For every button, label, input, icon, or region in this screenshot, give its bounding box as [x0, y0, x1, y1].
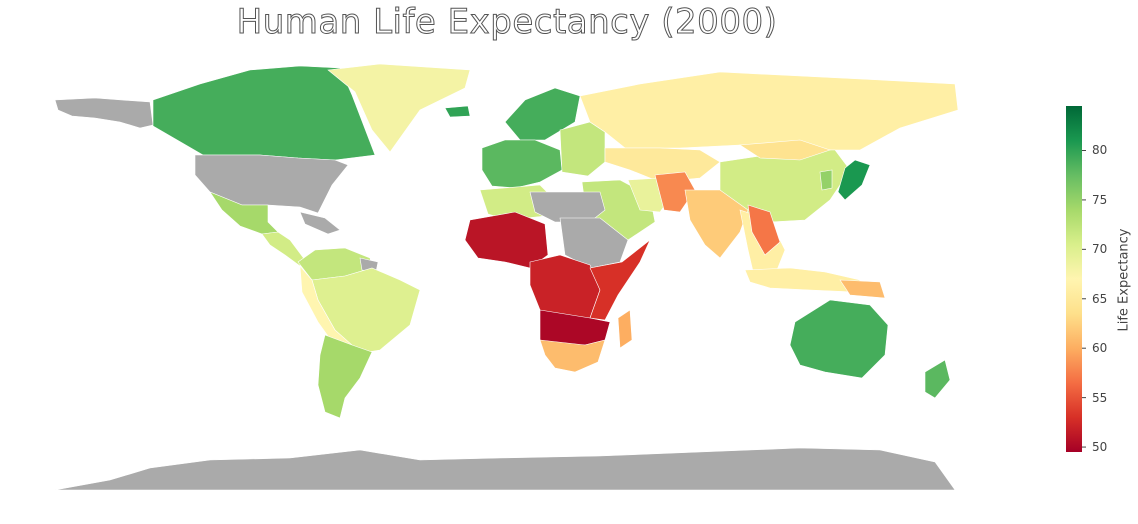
colorbar-tick-label: 75 [1092, 192, 1108, 207]
region-argentina-chile [317, 334, 373, 419]
region-antarctica [54, 447, 956, 491]
region-iceland [444, 105, 471, 118]
region-east-africa [589, 239, 651, 321]
colorbar [1066, 106, 1082, 452]
region-new-zealand [924, 359, 951, 399]
region-eastern-europe [559, 121, 606, 177]
region-mongolia [739, 139, 831, 161]
region-madagascar [617, 309, 633, 349]
region-india [684, 189, 749, 259]
map-layer [54, 63, 959, 491]
region-japan [837, 159, 871, 201]
colorbar-tick-label: 70 [1092, 242, 1108, 257]
region-myanmar-laos [747, 204, 781, 256]
region-western-europe [481, 139, 563, 189]
colorbar-tick-label: 60 [1092, 341, 1108, 356]
region-russia [579, 71, 959, 151]
region-south-africa [539, 339, 606, 373]
region-central-america [261, 231, 306, 267]
region-alaska [54, 97, 154, 129]
colorbar-tick-label: 65 [1092, 291, 1108, 306]
region-libya-egypt [529, 191, 606, 223]
region-greenland [327, 63, 471, 153]
colorbar-label: Life Expectancy [1116, 228, 1132, 332]
map-title: Human Life Expectancy (2000) [236, 2, 778, 43]
colorbar-tick-label: 50 [1092, 440, 1108, 455]
region-west-africa [464, 211, 549, 269]
colorbar-ticks [1082, 149, 1086, 448]
region-sudan-ethiopia [559, 217, 629, 269]
region-caribbean [299, 211, 341, 235]
region-australia [789, 299, 889, 379]
region-korea [819, 169, 833, 191]
colorbar-tick-label: 55 [1092, 390, 1108, 405]
region-kazakhstan-central-asia [604, 147, 721, 183]
region-papua-new-guinea [839, 279, 886, 299]
colorbar-tick-label: 80 [1092, 143, 1108, 158]
